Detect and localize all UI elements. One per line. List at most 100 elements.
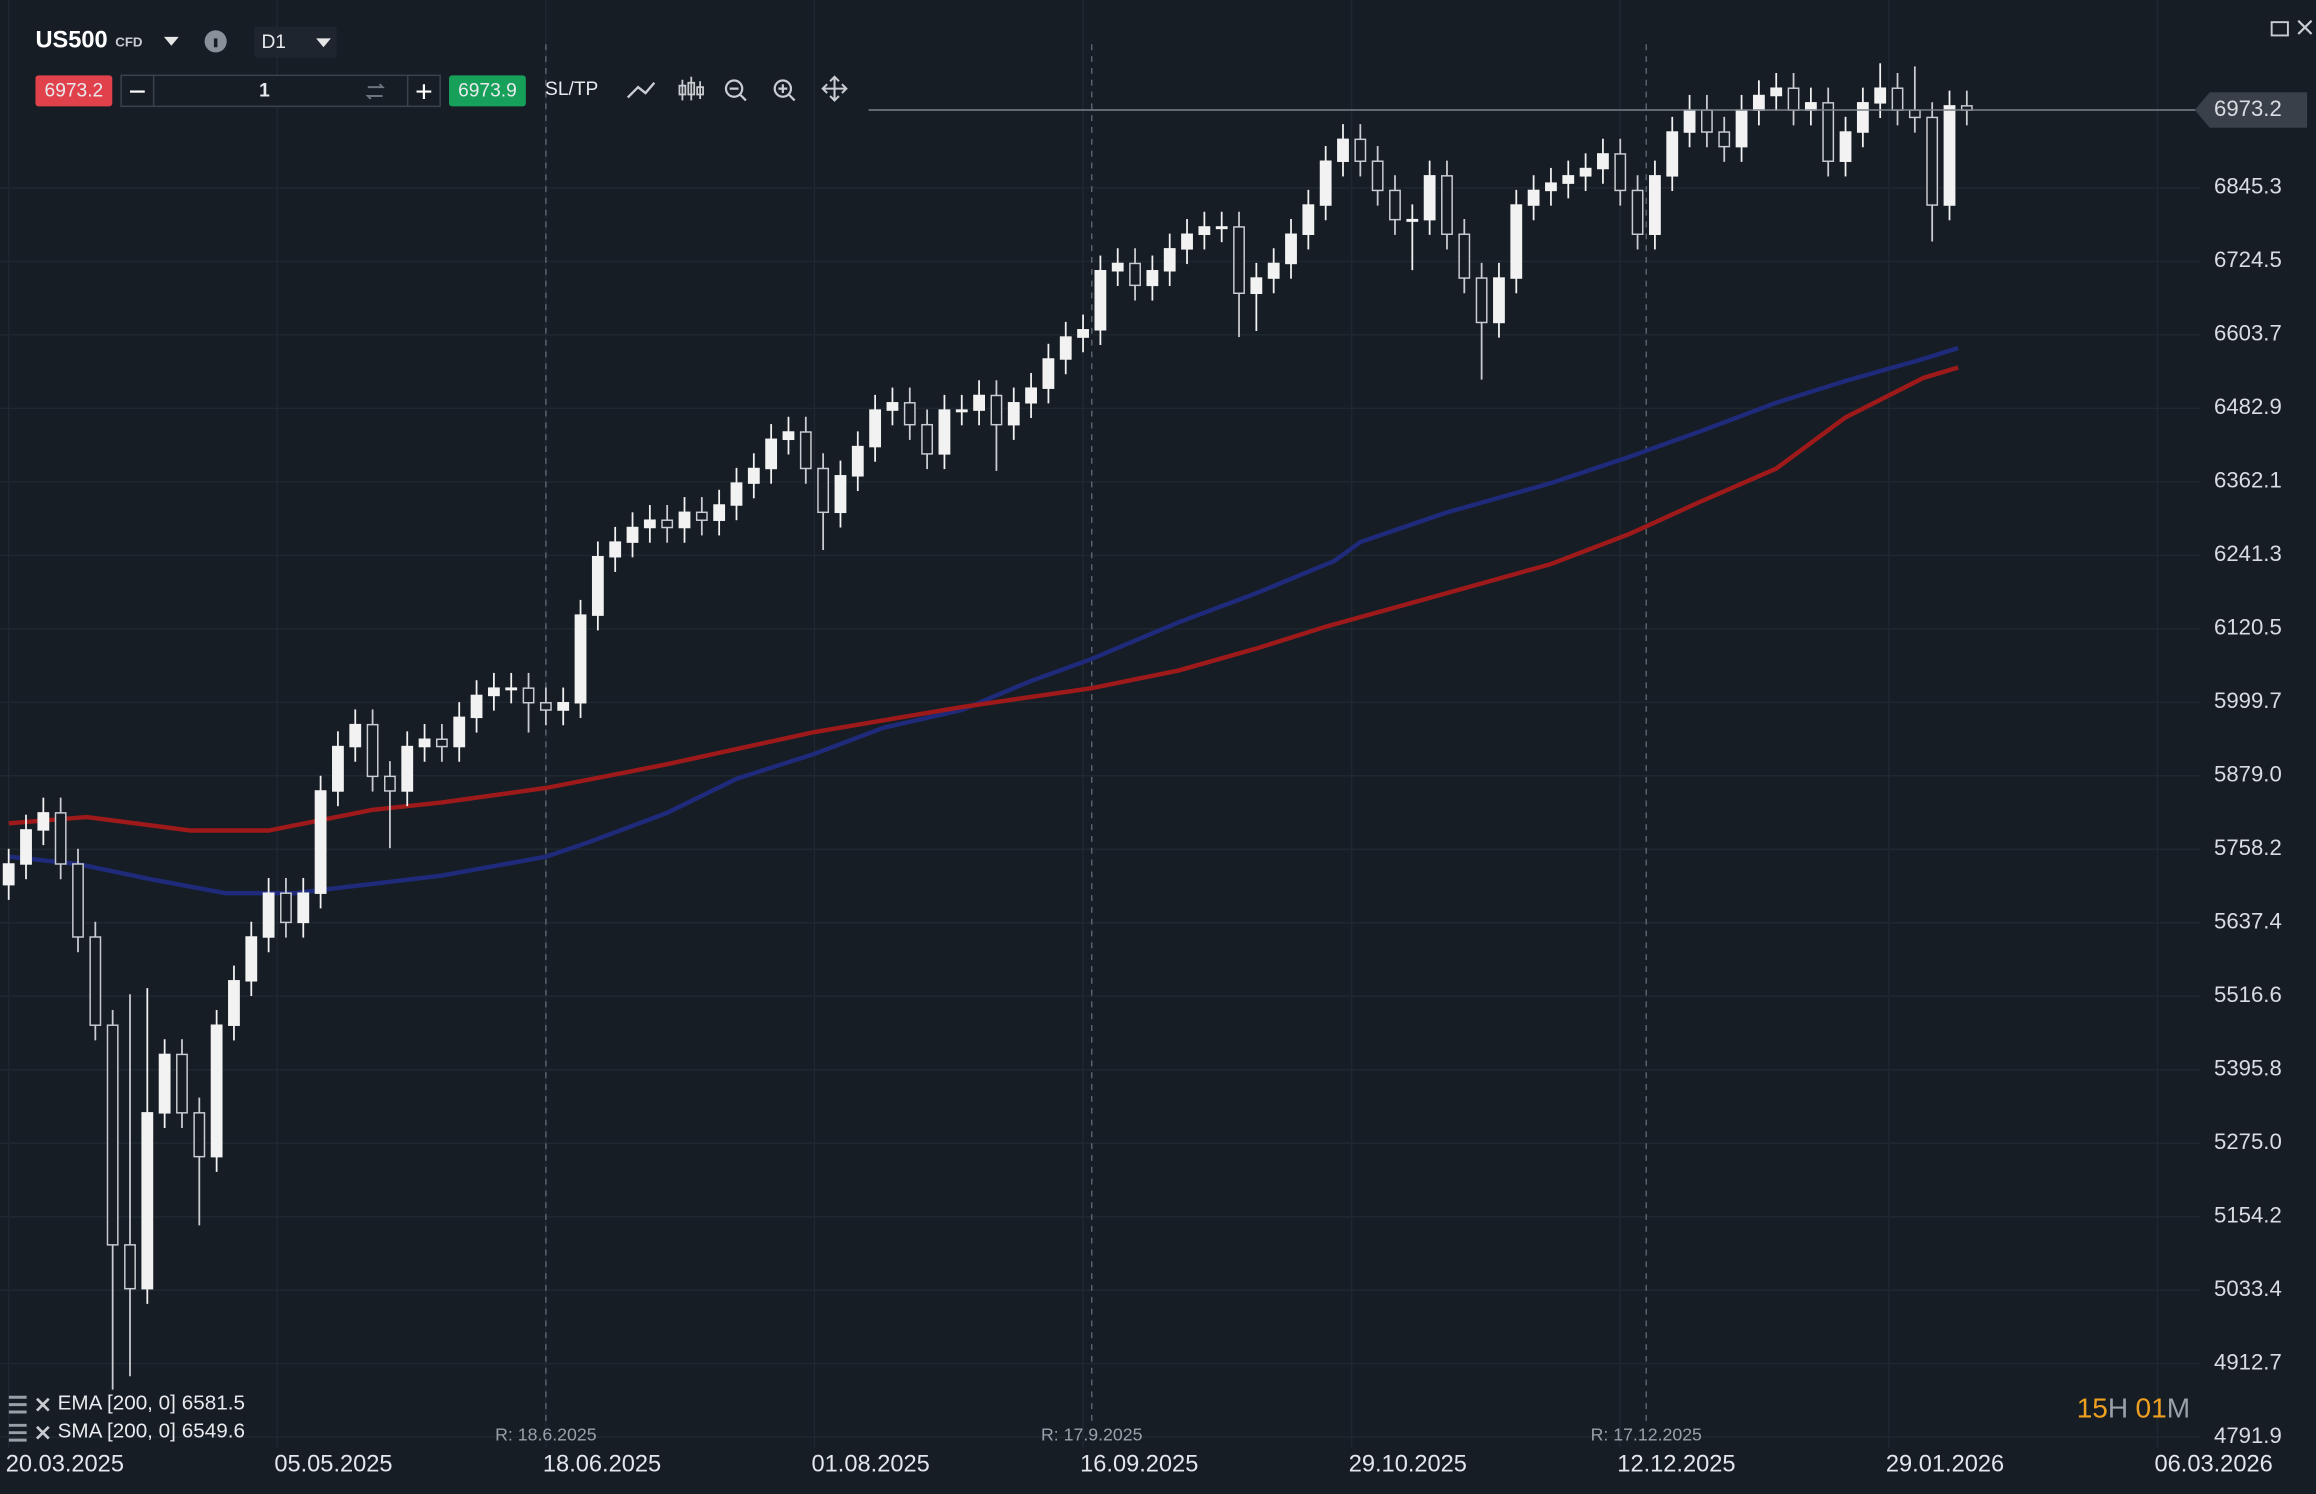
- candle-body: [124, 1244, 136, 1290]
- candle-body: [1163, 248, 1176, 272]
- swap-icon[interactable]: [365, 83, 385, 100]
- candle-body: [1319, 160, 1332, 206]
- candle-body: [1354, 138, 1367, 162]
- candle-body: [765, 438, 778, 470]
- candle-body: [973, 394, 986, 411]
- candle-body: [1007, 402, 1020, 426]
- candle-body: [1631, 189, 1644, 235]
- candle-body: [72, 863, 84, 938]
- candle-body: [990, 394, 1003, 426]
- candle-body: [1441, 175, 1453, 235]
- candle-body: [435, 738, 448, 748]
- candle-body: [1233, 226, 1245, 295]
- candle-body: [2, 863, 15, 886]
- minimize-icon[interactable]: [2270, 21, 2289, 37]
- candle-body: [453, 716, 466, 748]
- candle-body: [487, 687, 500, 697]
- symbol-dropdown[interactable]: [163, 36, 179, 46]
- candle-body: [1389, 189, 1401, 221]
- candle-body: [141, 1112, 154, 1290]
- legend-icon: [8, 1423, 27, 1442]
- y-tick-label: 5033.4: [2214, 1276, 2282, 1301]
- candle-body: [1614, 153, 1627, 192]
- candle-body: [1458, 233, 1471, 279]
- event-label: R: 18.6.2025: [495, 1424, 597, 1444]
- candle-body: [176, 1053, 188, 1114]
- candle-body: [1146, 270, 1159, 287]
- candle-body: [1059, 336, 1072, 360]
- candle-body: [245, 936, 258, 982]
- candle-body: [1683, 109, 1696, 133]
- candle-body: [1700, 109, 1713, 133]
- candle-body: [332, 745, 344, 792]
- candle-body: [1579, 167, 1592, 177]
- legend-name: SMA [200, 0]: [58, 1420, 176, 1443]
- event-label: R: 17.12.2025: [1591, 1424, 1702, 1444]
- timer-minutes-unit: M: [2167, 1393, 2190, 1424]
- x-tick-label: 01.08.2025: [812, 1451, 930, 1477]
- zoom-in-icon[interactable]: [773, 79, 793, 98]
- event-label: R: 17.9.2025: [1041, 1424, 1143, 1444]
- timer-minutes: 01: [2136, 1393, 2167, 1424]
- y-tick-label: 5637.4: [2214, 909, 2282, 934]
- plus-button[interactable]: [416, 84, 432, 99]
- toolbar: US500 CFD D1 6973.2 1 6973.9 SL/TP: [35, 19, 2313, 108]
- candle-body: [938, 409, 951, 455]
- quantity[interactable]: 1: [259, 81, 270, 102]
- candle-body: [1856, 102, 1869, 133]
- candle-body: [418, 738, 431, 748]
- y-tick-label: 5395.8: [2214, 1056, 2282, 1081]
- candle-body: [297, 892, 310, 924]
- candle-body: [280, 892, 292, 924]
- candle-body: [20, 829, 32, 865]
- candle-body: [817, 467, 830, 514]
- y-tick-label: 4791.9: [2214, 1423, 2282, 1448]
- pan-icon[interactable]: [821, 75, 848, 102]
- candle-body: [1752, 94, 1765, 111]
- candle-body: [1198, 226, 1211, 235]
- y-tick-label: 5154.2: [2214, 1203, 2282, 1228]
- timeframe-dropdown[interactable]: [316, 38, 331, 48]
- y-tick-label: 5999.7: [2214, 688, 2282, 713]
- legend-remove[interactable]: [36, 1425, 50, 1440]
- candle-body: [1094, 270, 1107, 331]
- candle-body: [1804, 102, 1817, 111]
- symbol[interactable]: US500: [35, 28, 107, 54]
- candle-body: [1111, 262, 1124, 272]
- candle-body: [210, 1024, 223, 1158]
- y-tick-label: 6362.1: [2214, 468, 2282, 493]
- x-tick-label: 29.10.2025: [1349, 1451, 1467, 1477]
- close-icon[interactable]: [2297, 19, 2313, 35]
- x-tick-label: 20.03.2025: [6, 1451, 124, 1477]
- candle-body: [1926, 116, 1939, 206]
- candle-body: [678, 511, 691, 529]
- candle-body: [609, 541, 622, 558]
- sell-button[interactable]: [35, 75, 113, 107]
- timer-hours: 15: [2077, 1393, 2108, 1424]
- line-chart-icon[interactable]: [626, 81, 656, 99]
- timeframe: D1: [261, 32, 286, 53]
- candle-body: [1562, 175, 1575, 184]
- buy-button[interactable]: [449, 75, 526, 107]
- sl-tp-button[interactable]: SL/TP: [545, 79, 598, 100]
- candle-body: [851, 445, 864, 477]
- x-tick-label: 29.01.2026: [1886, 1451, 2004, 1477]
- candle-body: [747, 467, 760, 484]
- candle-body: [557, 702, 570, 711]
- candle-body: [1735, 109, 1748, 148]
- legend-remove[interactable]: [36, 1397, 50, 1412]
- y-tick-label: 5516.6: [2214, 982, 2282, 1007]
- timer-hours-unit: H: [2108, 1393, 2128, 1424]
- candle-body: [1822, 102, 1835, 162]
- candle-body: [955, 409, 968, 413]
- candle-body: [505, 687, 518, 691]
- candle-body: [1129, 262, 1141, 287]
- candle-body: [106, 1024, 119, 1246]
- zoom-out-icon[interactable]: [724, 79, 744, 98]
- candle-icon[interactable]: [678, 76, 704, 101]
- timeframe-box[interactable]: [254, 26, 337, 58]
- candle-body: [384, 775, 396, 792]
- x-tick-label: 16.09.2025: [1080, 1451, 1198, 1477]
- y-tick-label: 5758.2: [2214, 835, 2282, 860]
